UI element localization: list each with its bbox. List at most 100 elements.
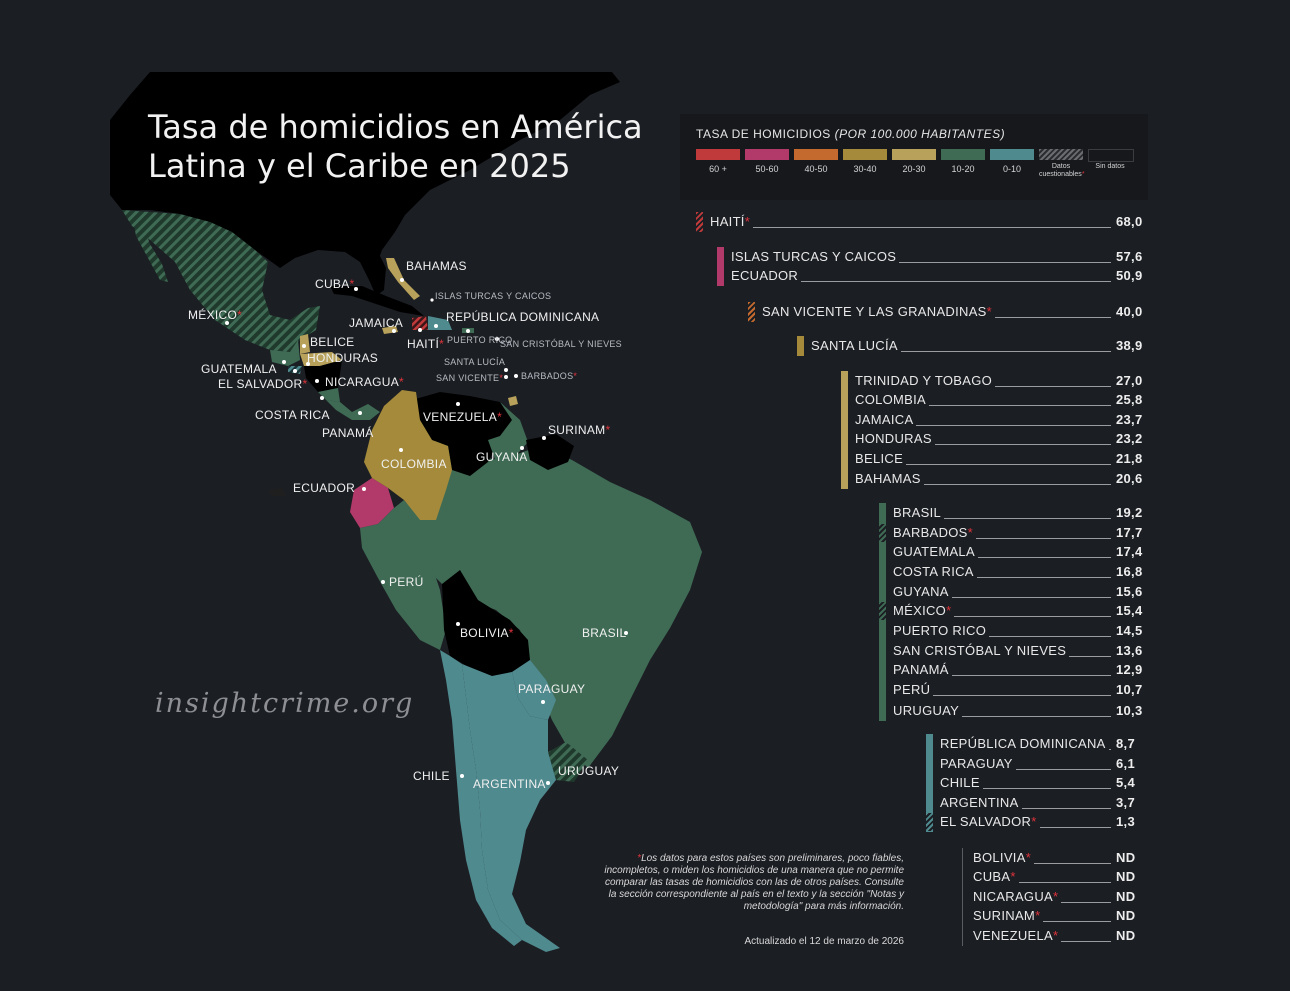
guyana-shape (488, 402, 528, 462)
country-value: 1,3 (1116, 814, 1135, 829)
country-value: 25,8 (1116, 392, 1143, 407)
usa-region (110, 72, 620, 278)
country-value: 21,8 (1116, 451, 1143, 466)
ranking-row: PERÚ 10,7 (893, 682, 1145, 700)
country-value: 20,6 (1116, 471, 1143, 486)
guatemala-shape (270, 340, 300, 366)
leader-line (940, 788, 1111, 789)
leader-line (811, 351, 1111, 352)
legend-label: 60 + (709, 164, 727, 174)
leader-line (855, 484, 1111, 485)
country-name: REPÚBLICA DOMINICANA (940, 736, 1109, 751)
legend-title: TASA DE HOMICIDIOS (POR 100.000 HABITANT… (696, 127, 1006, 141)
country-value: 16,8 (1116, 564, 1143, 579)
map-label: VENEZUELA* (423, 410, 503, 424)
ranking-row: GUATEMALA 17,4 (893, 544, 1145, 562)
map-label: GUYANA (476, 450, 528, 464)
leader-line (940, 769, 1111, 770)
country-value: 5,4 (1116, 775, 1135, 790)
leader-line (940, 808, 1111, 809)
colombia-shape (364, 390, 452, 520)
country-value: 15,6 (1116, 584, 1143, 599)
ranking-row: GUYANA 15,6 (893, 584, 1145, 602)
panama-shape (326, 400, 380, 420)
footnote: *Los datos para estos países son prelimi… (604, 853, 904, 912)
map-label: CUBA* (315, 277, 355, 291)
ranking-row: BAHAMAS 20,6 (855, 471, 1145, 489)
legend-label: Sin datos (1095, 163, 1125, 170)
legend-swatch (1088, 149, 1134, 162)
country-name: URUGUAY (893, 703, 963, 718)
country-value: 3,7 (1116, 795, 1135, 810)
map-label: ISLAS TURCAS Y CAICOS (435, 291, 552, 301)
leader-line (893, 597, 1111, 598)
ranking-row: ISLAS TURCAS Y CAICOS 57,6 (731, 249, 1145, 267)
bolivia-shape (442, 570, 530, 676)
cuba-shape (330, 286, 424, 316)
ranking-row: MÉXICO* 15,4 (893, 603, 1145, 621)
legend-swatch (745, 149, 789, 160)
ranking-row: CHILE 5,4 (940, 775, 1145, 793)
ranking-row: URUGUAY 10,3 (893, 703, 1145, 721)
venezuela-shape (412, 392, 512, 476)
map-label: REPÚBLICA DOMINICANA (446, 310, 600, 324)
group-color-bar (717, 247, 724, 286)
country-name: SAN CRISTÓBAL Y NIEVES (893, 643, 1070, 658)
peru-shape (360, 500, 446, 650)
ranking-row: EL SALVADOR* 1,3 (940, 814, 1145, 832)
group-color-bar (926, 734, 933, 832)
ranking-row: PUERTO RICO 14,5 (893, 623, 1145, 641)
leader-line (855, 464, 1111, 465)
country-value: 17,7 (1116, 525, 1143, 540)
legend-swatch (794, 149, 838, 160)
country-name: CHILE (940, 775, 983, 790)
ranking-row: SAN CRISTÓBAL Y NIEVES 13,6 (893, 643, 1145, 661)
country-name: BELICE (855, 451, 907, 466)
watermark: insightcrime.org (155, 688, 415, 719)
ranking-row: TRINIDAD Y TOBAGO 27,0 (855, 373, 1145, 391)
country-name: BOLIVIA* (973, 850, 1035, 865)
country-value: 14,5 (1116, 623, 1143, 638)
leader-line (855, 425, 1111, 426)
legend-swatch (843, 149, 887, 160)
map-label: NICARAGUA* (325, 375, 405, 389)
country-value: 23,2 (1116, 431, 1143, 446)
country-value: 13,6 (1116, 643, 1143, 658)
map-label: BARBADOS* (521, 371, 578, 381)
hatch-marker (879, 524, 886, 542)
map-dots (225, 278, 628, 785)
belice-shape (300, 334, 310, 354)
country-value: ND (1116, 889, 1136, 904)
map-label: HAITÍ* (407, 337, 445, 351)
country-name: PUERTO RICO (893, 623, 990, 638)
ranking-row: BRASIL 19,2 (893, 505, 1145, 523)
map-label: ECUADOR (293, 481, 356, 495)
map-label: BELICE (310, 335, 355, 349)
country-value: ND (1116, 928, 1136, 943)
country-name: MÉXICO* (893, 603, 955, 618)
country-value: ND (1116, 869, 1136, 884)
country-value: 10,3 (1116, 703, 1143, 718)
group-color-bar (748, 302, 755, 322)
leader-line (893, 716, 1111, 717)
country-value: 38,9 (1116, 338, 1143, 353)
country-name: GUATEMALA (893, 544, 978, 559)
country-value: ND (1116, 908, 1136, 923)
country-name: PERÚ (893, 682, 934, 697)
leader-line (731, 281, 1111, 282)
leader-line (893, 538, 1111, 539)
leader-line (893, 557, 1111, 558)
map-label: COSTA RICA (255, 408, 330, 422)
country-value: 8,7 (1116, 736, 1135, 751)
leader-line (973, 882, 1111, 883)
galapagos-shape (268, 488, 286, 496)
ranking-row: CUBA* ND (973, 869, 1145, 887)
country-name: CUBA* (973, 869, 1019, 884)
leader-line (855, 405, 1111, 406)
uruguay-shape (548, 742, 588, 782)
page-title: Tasa de homicidios en América Latina y e… (148, 108, 643, 185)
country-name: HONDURAS (855, 431, 935, 446)
map-label: BOLIVIA* (460, 626, 514, 640)
leader-line (893, 616, 1111, 617)
